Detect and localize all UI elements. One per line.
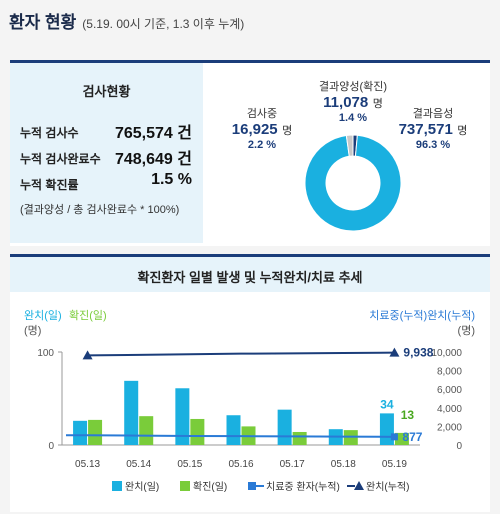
left-axis-label-recovered: 완치(일) [24, 308, 62, 322]
legend-label: 확진(일) [193, 481, 227, 493]
legend-label: 완치(일) [125, 481, 159, 493]
trend-chart: 완치(일) 확진(일) (명) 치료중(누적)완치(누적) (명) 0 100 0 2… [24, 308, 475, 493]
donut-slice-negative [304, 134, 402, 232]
label-negative: 결과음성 737,571 명 96.3 % [383, 105, 483, 151]
bar-recovered-daily [277, 409, 292, 445]
page-title: 환자 현황 [9, 13, 77, 32]
negative-value: 737,571 [398, 121, 453, 138]
testing-status-panel: 검사현황 누적 검사수 765,574 건 누적 검사완료수 748,649 건… [10, 60, 490, 246]
stat-label: 누적 검사수 [20, 126, 79, 140]
test-result-donut-area: 결과양성(확진) 11,078 명 1.4 % 검사중 16,925 명 2.2… [203, 63, 490, 243]
right-tick-label: 8,000 [437, 367, 462, 378]
right-tick-label: 4,000 [437, 404, 462, 415]
page-subtitle: (5.19. 00시 기준, 1.3 이후 누계) [82, 17, 245, 31]
stat-row-total-tests: 누적 검사수 765,574 건 [20, 119, 192, 143]
right-axis-unit: (명) [458, 324, 475, 337]
left-axis-label-confirmed: 확진(일) [69, 308, 107, 322]
right-tick-label: 10,000 [431, 348, 462, 359]
stat-label: 누적 검사완료수 [20, 152, 101, 166]
marker-recovered-cumulative [389, 347, 400, 357]
legend-swatch-bar [180, 481, 190, 491]
x-tick-label: 05.19 [382, 459, 407, 470]
bar-recovered-daily [73, 420, 88, 445]
legend-swatch-bar [112, 481, 122, 491]
testing-title: 검사현황 [82, 84, 131, 99]
stat-note: (결과양성 / 총 검사완료수 * 100%) [20, 204, 180, 216]
chart-title: 확진환자 일별 발생 및 누적완치/치료 추세 [137, 270, 363, 285]
label-testing: 검사중 16,925 명 2.2 % [221, 105, 303, 151]
positive-name: 결과양성(확진) [318, 81, 388, 93]
stat-value: 1.5 % [151, 171, 192, 188]
testing-stats-box: 검사현황 누적 검사수 765,574 건 누적 검사완료수 748,649 건… [10, 63, 203, 243]
stat-row-positive-rate: 누적 확진률 1.5 % [20, 171, 192, 195]
x-tick-label: 05.14 [126, 459, 151, 470]
bar-recovered-daily [175, 388, 190, 445]
x-tick-label: 05.13 [75, 459, 100, 470]
x-tick-label: 05.16 [228, 459, 253, 470]
stat-row-completed-tests: 누적 검사완료수 748,649 건 [20, 145, 192, 169]
legend-label: 완치(누적) [366, 481, 409, 493]
stat-value: 748,649 건 [114, 151, 192, 168]
bar-confirmed-daily [394, 432, 409, 445]
right-axis-label: 치료중(누적)완치(누적) [369, 309, 475, 322]
bar-recovered-daily [124, 380, 139, 445]
trend-chart-panel: 확진환자 일별 발생 및 누적완치/치료 추세 완치(일) 확진(일) (명) … [10, 254, 490, 512]
donut-slice-testing [345, 134, 354, 157]
testing-pct: 2.2 % [247, 139, 277, 151]
stat-value: 765,574 건 [114, 125, 192, 142]
testing-value: 16,925 [231, 121, 278, 138]
x-tick-label: 05.17 [280, 459, 305, 470]
x-tick-label: 05.18 [331, 459, 356, 470]
stat-label: 누적 확진률 [20, 178, 79, 192]
legend-label: 치료중 환자(누적) [266, 481, 340, 493]
page-header: 환자 현황 (5.19. 00시 기준, 1.3 이후 누계) [9, 8, 244, 38]
bar-confirmed-daily [292, 431, 307, 445]
right-tick-label: 2,000 [437, 422, 462, 433]
chart-title-bar: 확진환자 일별 발생 및 누적완치/치료 추세 [10, 257, 490, 292]
negative-unit: 명 [457, 125, 468, 137]
negative-pct: 96.3 % [415, 139, 451, 151]
data-label-recovered-cumulative: 9,938 [403, 346, 433, 360]
bar-confirmed-daily [139, 416, 154, 445]
marker-recovered-cumulative [82, 350, 93, 360]
data-label-confirmed-daily: 13 [401, 408, 415, 422]
bar-confirmed-daily [190, 418, 205, 445]
positive-pct: 1.4 % [338, 112, 368, 124]
testing-name: 검사중 [246, 108, 278, 120]
line-in-treatment-cumulative [66, 434, 395, 438]
bar-confirmed-daily [88, 419, 103, 445]
positive-unit: 명 [372, 98, 383, 110]
test-result-donut [304, 134, 402, 232]
right-tick-label: 6,000 [437, 385, 462, 396]
positive-value: 11,078 [323, 94, 369, 111]
legend-swatch-triangle [354, 481, 364, 490]
testing-unit: 명 [282, 125, 293, 137]
right-tick-label: 0 [456, 441, 462, 452]
left-axis-unit: (명) [24, 324, 41, 337]
data-label-in-treatment: 877 [402, 430, 422, 444]
label-positive: 결과양성(확진) 11,078 명 1.4 % [298, 78, 408, 124]
legend-swatch-square [248, 482, 256, 490]
bar-recovered-daily [226, 415, 241, 445]
data-label-recovered-daily: 34 [380, 397, 394, 411]
marker-in-treatment-cumulative [390, 433, 398, 441]
negative-name: 결과음성 [412, 108, 454, 120]
left-tick-label: 100 [37, 348, 54, 359]
left-tick-label: 0 [48, 441, 54, 452]
line-recovered-cumulative [87, 351, 395, 357]
x-tick-label: 05.15 [177, 459, 202, 470]
